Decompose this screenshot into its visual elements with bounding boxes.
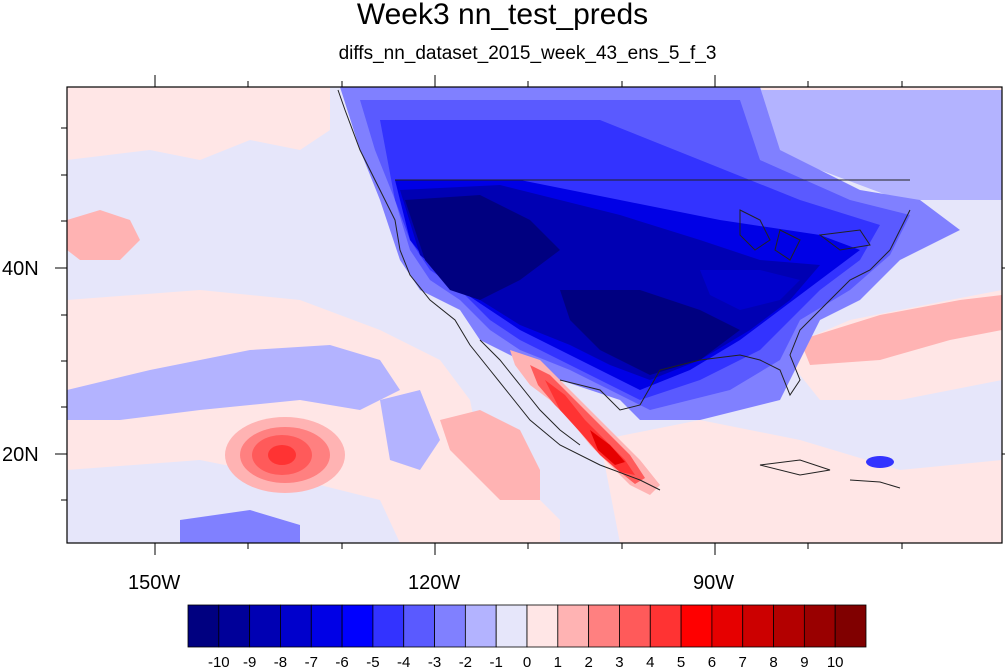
colorbar-tick-label: 2 xyxy=(584,654,593,671)
colorbar-swatch xyxy=(588,604,620,648)
lon-label-90w: 90W xyxy=(693,572,735,594)
colorbar-tick-label: 8 xyxy=(769,654,778,671)
colorbar-tick-label: 7 xyxy=(738,654,747,671)
colorbar-swatch xyxy=(341,604,374,648)
colorbar-swatch xyxy=(649,604,682,648)
colorbar-swatch xyxy=(249,604,281,648)
coastlines xyxy=(337,89,911,491)
colorbar-swatch xyxy=(464,604,497,648)
colorbar-swatch xyxy=(495,604,528,648)
colorbar-swatch xyxy=(403,604,435,648)
lon-label-150w: 150W xyxy=(128,572,181,594)
colorbar-tick-label: 5 xyxy=(676,654,686,671)
colorbar-tick-label: 10 xyxy=(826,654,844,671)
colorbar-tick-label: -3 xyxy=(427,654,442,671)
colorbar-tick-label: -10 xyxy=(207,654,230,671)
colorbar-swatch xyxy=(372,604,405,648)
map-subtitle: diffs_nn_dataset_2015_week_43_ens_5_f_3 xyxy=(338,43,717,64)
colorbar-swatch xyxy=(218,604,251,648)
colorbar-swatch xyxy=(187,604,220,648)
colorbar-swatch xyxy=(803,604,836,648)
colorbar-tick-label: -5 xyxy=(366,654,380,671)
colorbar-tick-label: 9 xyxy=(800,654,809,671)
colorbar-swatch xyxy=(619,604,651,648)
colorbar-tick-label: 0 xyxy=(522,654,532,671)
colorbar-tick-label: -2 xyxy=(458,654,473,671)
colorbar-swatch xyxy=(280,604,312,648)
colorbar-swatch xyxy=(834,604,867,648)
colorbar-tick-label: -4 xyxy=(397,654,411,671)
anomaly-field xyxy=(67,87,1002,543)
colorbar-tick-label: -7 xyxy=(304,654,318,671)
colorbar-swatch xyxy=(773,604,805,648)
colorbar-tick-label: 1 xyxy=(553,654,562,671)
colorbar-swatch xyxy=(557,604,590,648)
colorbar-tick-label: -8 xyxy=(273,654,288,671)
colorbar-swatch xyxy=(680,604,713,648)
colorbar-swatch xyxy=(711,604,744,648)
axis-ticks xyxy=(55,75,1005,555)
map-title: Week3 nn_test_preds xyxy=(356,0,649,31)
lat-label-20n: 20N xyxy=(2,444,39,466)
colorbar-swatch xyxy=(434,604,466,648)
colorbar-tick-label: -9 xyxy=(242,654,257,671)
lon-label-120w: 120W xyxy=(408,572,461,594)
colorbar-tick-label: -1 xyxy=(489,654,503,671)
colorbar-swatch xyxy=(742,604,774,648)
colorbar xyxy=(187,604,867,648)
lat-label-40n: 40N xyxy=(2,258,39,280)
colorbar-tick-label: -6 xyxy=(335,654,349,671)
colorbar-tick-label: 4 xyxy=(646,654,655,671)
colorbar-tick-label: 3 xyxy=(615,654,624,671)
colorbar-swatch xyxy=(310,604,343,648)
colorbar-swatch xyxy=(526,604,559,648)
colorbar-tick-label: 6 xyxy=(707,654,717,671)
